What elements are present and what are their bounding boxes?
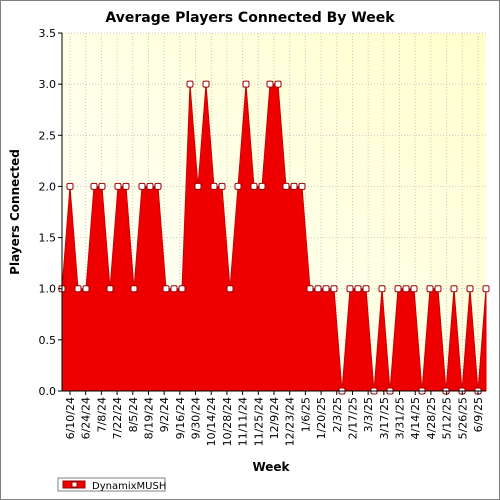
- data-point: [226, 285, 234, 293]
- data-point: [466, 285, 474, 293]
- data-point: [130, 285, 138, 293]
- data-point: [322, 285, 330, 293]
- data-point: [218, 182, 226, 190]
- data-point: [170, 285, 178, 293]
- data-point: [98, 182, 106, 190]
- x-tick-label: 3/31/25: [394, 397, 407, 439]
- x-tick-label: 1/20/25: [315, 397, 328, 439]
- x-tick-label: 6/24/24: [80, 397, 93, 439]
- data-point: [242, 80, 250, 88]
- data-point: [354, 285, 362, 293]
- data-point: [186, 80, 194, 88]
- x-tick-label: 6/9/25: [472, 397, 485, 432]
- x-tick-label: 12/9/24: [268, 397, 281, 439]
- x-tick-label: 5/26/25: [456, 397, 469, 439]
- data-point: [90, 182, 98, 190]
- x-tick-label: 11/11/24: [237, 397, 250, 446]
- x-tick-label: 10/14/24: [205, 397, 218, 446]
- data-point: [434, 285, 442, 293]
- legend-label: DynamixMUSH: [92, 481, 166, 492]
- data-point: [258, 182, 266, 190]
- y-tick-label: 1.5: [39, 232, 57, 245]
- data-point: [106, 285, 114, 293]
- x-tick-label: 5/12/25: [441, 397, 454, 439]
- data-point: [426, 285, 434, 293]
- y-tick-label: 3.0: [39, 78, 57, 91]
- data-point: [330, 285, 338, 293]
- data-point: [114, 182, 122, 190]
- data-point: [194, 182, 202, 190]
- x-axis-label: Week: [252, 460, 290, 474]
- chart-title: Average Players Connected By Week: [105, 10, 395, 26]
- data-point: [234, 182, 242, 190]
- data-point: [82, 285, 90, 293]
- y-tick-label: 0.5: [39, 334, 57, 347]
- data-point: [346, 285, 354, 293]
- x-tick-label: 10/28/24: [221, 397, 234, 446]
- legend: DynamixMUSH: [57, 477, 166, 492]
- data-point: [402, 285, 410, 293]
- data-point: [74, 285, 82, 293]
- data-point: [210, 182, 218, 190]
- data-point: [378, 285, 386, 293]
- data-point: [274, 80, 282, 88]
- x-tick-label: 3/17/25: [378, 397, 391, 439]
- x-tick-label: 8/5/24: [127, 397, 140, 432]
- data-point: [298, 182, 306, 190]
- y-tick-label: 2.0: [39, 180, 57, 193]
- x-tick-label: 6/10/24: [64, 397, 77, 439]
- data-point: [394, 285, 402, 293]
- x-tick-label: 12/23/24: [284, 397, 297, 446]
- data-point: [362, 285, 370, 293]
- x-tick-labels: 6/10/24 6/24/24 7/8/24 7/22/24 8/5/24 8/19/24…: [64, 391, 485, 446]
- x-tick-label: 3/3/25: [362, 397, 375, 432]
- x-tick-label: 11/25/24: [252, 397, 265, 446]
- data-point: [138, 182, 146, 190]
- y-tick-label: 0.0: [39, 385, 57, 398]
- legend-marker: [71, 481, 78, 488]
- data-point: [66, 182, 74, 190]
- data-point: [162, 285, 170, 293]
- x-tick-label: 9/16/24: [174, 397, 187, 439]
- x-tick-label: 4/28/25: [425, 397, 438, 439]
- data-point: [266, 80, 274, 88]
- data-point: [482, 285, 490, 293]
- data-point: [410, 285, 418, 293]
- data-point: [178, 285, 186, 293]
- x-tick-label: 2/17/25: [346, 397, 359, 439]
- data-point: [306, 285, 314, 293]
- series-markers: [58, 80, 490, 395]
- data-point: [290, 182, 298, 190]
- data-point: [282, 182, 290, 190]
- data-point: [202, 80, 210, 88]
- x-tick-label: 7/8/24: [95, 397, 108, 432]
- data-point: [154, 182, 162, 190]
- data-point: [146, 182, 154, 190]
- data-point: [314, 285, 322, 293]
- y-axis-label: Players Connected: [8, 149, 22, 275]
- data-point: [122, 182, 130, 190]
- data-point: [450, 285, 458, 293]
- x-tick-label: 7/22/24: [111, 397, 124, 439]
- x-tick-label: 9/30/24: [190, 397, 203, 439]
- data-point: [250, 182, 258, 190]
- x-tick-label: 8/19/24: [142, 397, 155, 439]
- x-tick-label: 2/3/25: [331, 397, 344, 432]
- y-tick-label: 1.0: [39, 283, 57, 296]
- x-tick-label: 4/14/25: [409, 397, 422, 439]
- y-tick-labels: 0.0 0.5 1.0 1.5 2.0 2.5 3.0 3.5: [39, 27, 62, 398]
- x-tick-label: 9/2/24: [158, 397, 171, 432]
- x-tick-label: 1/6/25: [299, 397, 312, 432]
- y-tick-label: 3.5: [39, 27, 57, 40]
- y-tick-label: 2.5: [39, 129, 57, 142]
